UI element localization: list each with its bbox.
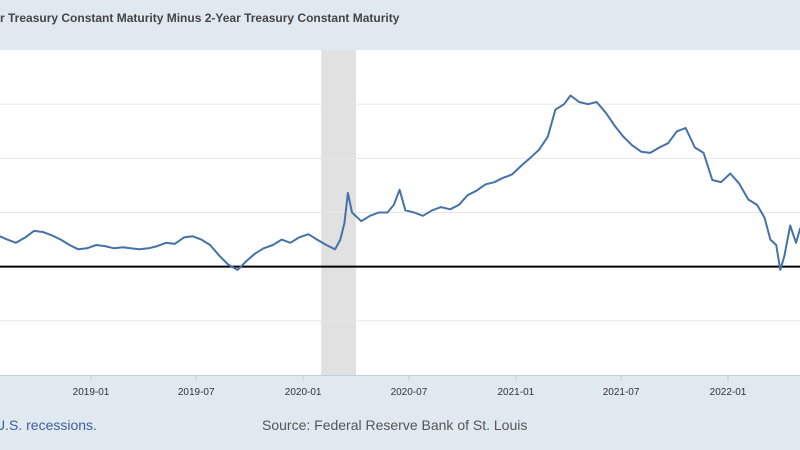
x-axis: 2019-01 2019-07 2020-01 2020-07 2021-01 2021-… [0,375,800,398]
x-tick-label: 2021-01 [498,387,535,398]
chart-title: r Treasury Constant Maturity Minus 2-Yea… [0,11,400,25]
x-tick-label: 2022-01 [710,387,747,398]
recession-legend[interactable]: U.S. recessions. [0,417,97,433]
series-line [0,94,800,271]
chart-svg [0,50,800,375]
x-tick-label: 2021-07 [603,387,640,398]
x-tick-label: 2019-01 [73,387,110,398]
plot-area [0,50,800,375]
x-tick-label: 2020-01 [285,387,322,398]
x-tick-label: 2020-07 [391,387,428,398]
source-note: Source: Federal Reserve Bank of St. Loui… [262,417,528,433]
x-tick-label: 2019-07 [178,387,215,398]
